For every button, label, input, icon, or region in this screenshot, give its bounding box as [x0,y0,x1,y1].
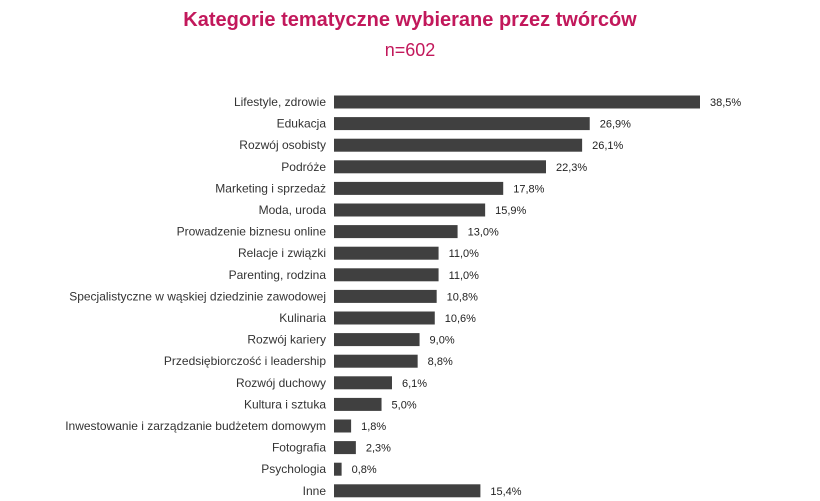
value-label: 22,3% [556,162,587,174]
bar [334,397,382,411]
value-label: 10,6% [445,313,476,325]
category-label: Podróże [281,160,326,174]
category-label: Marketing i sprzedaż [215,181,326,195]
value-label: 0,8% [352,464,377,476]
bar [334,484,481,498]
value-label: 2,3% [366,443,391,455]
category-label: Relacje i związki [238,246,326,260]
bar [334,95,700,109]
category-label: Psychologia [261,462,326,476]
bar [334,289,437,303]
value-label: 15,9% [495,205,526,217]
bar [334,354,418,368]
bar [334,441,356,455]
value-label: 13,0% [468,227,499,239]
value-label: 38,5% [710,97,741,109]
category-label: Inwestowanie i zarządzanie budżetem domo… [65,419,326,433]
bar [334,246,439,260]
value-label: 26,1% [592,140,623,152]
value-label: 1,8% [361,421,386,433]
bar [334,138,583,152]
bar [334,117,590,131]
value-label: 5,0% [392,399,417,411]
category-label: Kultura i sztuka [244,397,326,411]
value-label: 8,8% [428,356,453,368]
bar [334,376,392,390]
category-label: Rozwój osobisty [239,138,326,152]
bar [334,419,352,433]
category-label: Inne [303,484,327,498]
category-label: Edukacja [277,117,327,131]
value-label: 11,0% [449,248,480,260]
category-label: Rozwój kariery [247,333,326,347]
bar [334,268,439,282]
value-label: 6,1% [402,378,427,390]
category-label: Rozwój duchowy [236,376,326,390]
bar [334,333,420,347]
category-label: Specjalistyczne w wąskiej dziedzinie zaw… [69,289,326,303]
bar [334,181,504,195]
chart-title: Kategorie tematyczne wybierane przez twó… [183,9,637,31]
chart-subtitle: n=602 [384,40,436,60]
bar [334,311,435,325]
category-label: Moda, uroda [259,203,327,217]
value-label: 15,4% [490,486,521,498]
bar [334,203,486,217]
bar [334,160,546,174]
value-label: 17,8% [513,183,544,195]
value-label: 11,0% [449,270,480,282]
category-label: Lifestyle, zdrowie [234,95,326,109]
category-label: Kulinaria [279,311,326,325]
category-label: Fotografia [272,441,326,455]
value-label: 10,8% [447,291,478,303]
value-label: 26,9% [600,119,631,131]
value-label: 9,0% [430,335,455,347]
category-label: Prowadzenie biznesu online [177,225,327,239]
category-label: Parenting, rodzina [229,268,327,282]
bar [334,462,342,476]
category-label: Przedsiębiorczość i leadership [164,354,326,368]
bar [334,225,458,239]
